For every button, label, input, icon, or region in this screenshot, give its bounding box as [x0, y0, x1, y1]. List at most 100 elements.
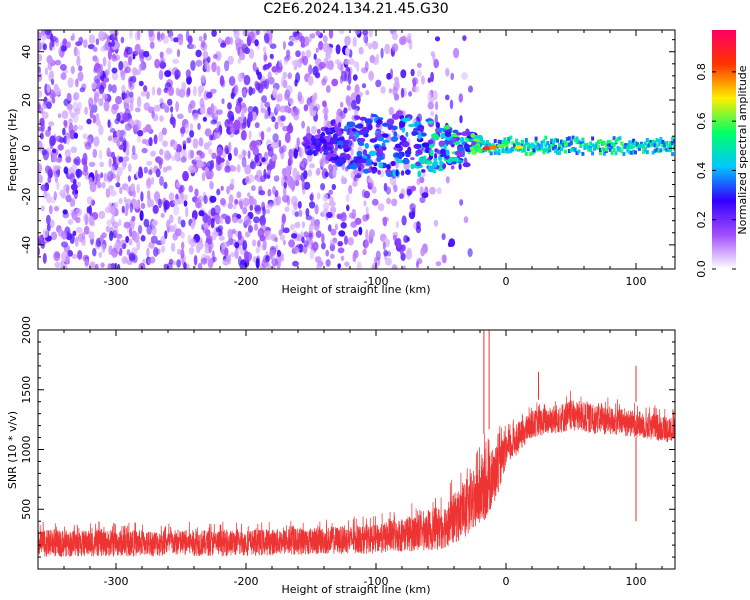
- spectrogram-noise-cell: [184, 123, 189, 135]
- spectrogram-band-cell: [632, 149, 636, 154]
- spectrogram-band-cell: [524, 141, 528, 146]
- spectrogram-transition-cell: [397, 153, 403, 160]
- spectrogram-noise-cell: [160, 212, 165, 218]
- spectrogram-noise-cell: [257, 240, 261, 248]
- spectrogram-band-cell: [569, 141, 573, 146]
- spectrogram-noise-cell: [116, 112, 121, 122]
- spectrogram-noise-cell: [396, 237, 402, 249]
- spectrogram-noise-cell: [267, 188, 272, 197]
- spectrogram-noise-cell: [143, 218, 150, 228]
- spectrogram-noise-cell: [138, 63, 144, 72]
- spectrogram-noise-cell: [52, 165, 58, 171]
- spectrogram-noise-cell: [121, 129, 127, 138]
- spectrogram-noise-cell: [321, 233, 325, 245]
- spectrogram-noise-cell: [183, 200, 188, 207]
- spectrogram-noise-cell: [51, 153, 57, 163]
- spectrogram-band-cell: [599, 151, 602, 156]
- spectrogram-noise-cell: [76, 49, 81, 58]
- spectrogram-noise-cell: [38, 246, 41, 257]
- spectrogram-noise-cell: [205, 229, 211, 237]
- spectrogram-noise-cell: [337, 247, 345, 254]
- spectrogram-noise-cell: [406, 188, 412, 196]
- spectrogram-noise-cell: [122, 161, 128, 168]
- spectrogram-noise-cell: [227, 152, 232, 161]
- spectrogram-transition-cell: [304, 139, 311, 147]
- spectrogram-noise-cell: [66, 92, 72, 102]
- spectrogram-noise-cell: [282, 186, 287, 197]
- spectrogram-noise-cell: [311, 93, 317, 105]
- spectrogram-noise-cell: [262, 239, 267, 251]
- spectrogram-noise-cell: [38, 89, 43, 99]
- spectrogram-noise-cell: [176, 49, 181, 58]
- spectrogram-noise-cell: [286, 124, 294, 134]
- spectrogram-noise-cell: [230, 252, 236, 258]
- spectrogram-noise-cell: [204, 128, 212, 137]
- spectrogram-noise-cell: [288, 41, 294, 47]
- spectrogram-noise-cell: [371, 186, 377, 194]
- spectrogram-noise-cell: [321, 153, 326, 163]
- spectrogram-noise-cell: [174, 69, 181, 79]
- spectrogram-noise-cell: [189, 100, 196, 109]
- spectrogram-transition-cell: [442, 163, 447, 169]
- spectrogram-noise-cell: [128, 238, 133, 246]
- spectrogram-band-cell: [653, 140, 657, 145]
- spectrogram-band-cell: [550, 144, 554, 149]
- spectrogram-noise-cell: [59, 189, 66, 197]
- spectrogram-transition-cell: [429, 149, 434, 157]
- spectrogram-noise-cell: [305, 49, 312, 59]
- spectrogram-transition-cell: [450, 165, 455, 170]
- spectrogram-noise-cell: [337, 213, 341, 220]
- spectrogram-noise-cell: [160, 235, 166, 245]
- spectrogram-band-cell: [507, 137, 511, 141]
- spectrogram-band-cell: [583, 144, 587, 149]
- spectrogram-band-cell: [532, 148, 536, 153]
- spectrogram-noise-cell: [159, 60, 166, 70]
- spectrogram-noise-cell: [294, 211, 300, 217]
- spectrogram-peak-cell: [502, 140, 510, 145]
- spectrogram-transition-cell: [354, 124, 362, 129]
- spectrogram-band-cell: [560, 141, 563, 146]
- spectrogram-noise-cell: [227, 202, 234, 210]
- spectrogram-transition-cell: [353, 115, 361, 120]
- spectrogram-noise-cell: [66, 41, 71, 48]
- spectrogram-noise-cell: [337, 263, 342, 269]
- spectrogram-noise-cell: [181, 241, 185, 250]
- spectrogram-ytick-label: -20: [20, 188, 33, 206]
- spectrogram-transition-cell: [371, 113, 378, 118]
- spectrogram-transition-cell: [390, 160, 396, 167]
- spectrogram-noise-cell: [98, 30, 105, 40]
- spectrogram-noise-cell: [313, 53, 317, 60]
- spectrogram-noise-cell: [259, 215, 267, 227]
- spectrogram-band-cell: [620, 149, 624, 154]
- spectrogram-noise-cell: [267, 146, 274, 158]
- spectrogram-band-cell: [620, 141, 624, 146]
- spectrogram-band-cell: [554, 144, 558, 149]
- spectrogram-noise-cell: [70, 65, 75, 75]
- spectrogram-transition-cell: [448, 140, 454, 146]
- spectrogram-band-cell: [645, 138, 649, 142]
- spectrogram-noise-cell: [137, 129, 144, 137]
- spectrogram-noise-cell: [309, 201, 316, 209]
- spectrogram-noise-cell: [280, 115, 286, 122]
- spectrogram-noise-cell: [108, 185, 114, 191]
- spectrogram-noise-cell: [241, 156, 247, 168]
- spectrogram-band-cell: [528, 144, 532, 149]
- spectrogram-noise-cell: [59, 64, 67, 71]
- spectrogram-band-cell: [645, 150, 649, 155]
- spectrogram-noise-cell: [192, 138, 199, 149]
- spectrogram-transition-cell: [418, 156, 423, 164]
- spectrogram-noise-cell: [247, 105, 254, 114]
- spectrogram-noise-cell: [121, 205, 125, 214]
- spectrogram-noise-cell: [54, 261, 61, 268]
- spectrogram-band-cell: [626, 143, 630, 147]
- spectrogram-noise-cell: [152, 113, 159, 122]
- spectrogram-transition-cell: [363, 132, 369, 138]
- spectrogram-noise-cell: [239, 259, 246, 269]
- spectrogram-noise-cell: [386, 197, 392, 205]
- spectrogram-band-cell: [630, 150, 634, 155]
- spectrogram-noise-cell: [399, 248, 404, 255]
- spectrogram-noise-cell: [115, 95, 122, 105]
- spectrogram-frame: [37, 29, 676, 270]
- spectrogram-band-cell: [548, 148, 552, 153]
